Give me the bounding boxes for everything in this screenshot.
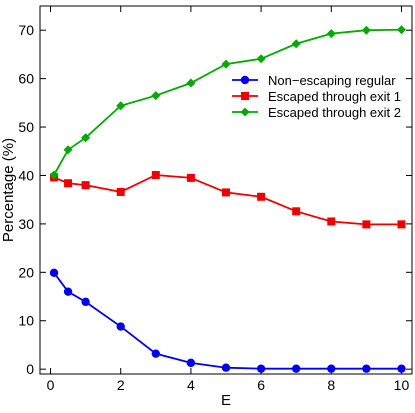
y-tick-label: 60 — [18, 71, 34, 87]
data-point — [151, 349, 161, 358]
x-axis-label: E — [221, 392, 231, 409]
legend-entry: Escaped through exit 1 — [232, 89, 401, 104]
data-point — [256, 364, 266, 373]
y-tick-label: 30 — [18, 216, 34, 232]
legend-marker — [241, 92, 249, 100]
data-point — [362, 364, 371, 373]
x-tick-label: 2 — [117, 377, 125, 393]
y-tick-label: 20 — [18, 264, 34, 280]
y-tick-label: 10 — [18, 313, 34, 329]
data-point — [151, 170, 160, 179]
y-tick-label: 40 — [18, 167, 34, 183]
legend-marker — [240, 107, 250, 117]
data-point — [186, 358, 196, 368]
data-point — [49, 170, 59, 180]
series-line — [53, 28, 402, 176]
data-point — [63, 287, 73, 296]
x-tick-label: 6 — [257, 377, 265, 393]
x-tick-label: 4 — [187, 377, 195, 393]
data-point — [362, 220, 371, 229]
data-point — [292, 207, 301, 216]
legend-entry: Escaped through exit 2 — [232, 105, 401, 120]
data-point — [327, 217, 336, 226]
legend-label: Escaped through exit 1 — [268, 89, 401, 104]
x-tick-label: 8 — [327, 377, 335, 393]
legend-entry: Non−escaping regular — [232, 73, 396, 88]
series-2 — [50, 170, 406, 229]
legend-marker — [240, 75, 250, 85]
data-point — [81, 181, 90, 190]
data-point — [257, 192, 266, 201]
axis-ticks: 0 2 4 6 8 10 0 10 20 30 40 50 60 70 — [18, 6, 412, 393]
data-point — [116, 187, 125, 196]
legend-label: Escaped through exit 2 — [268, 105, 401, 120]
data-point — [186, 78, 196, 88]
plot-frame — [39, 5, 413, 375]
y-tick-label: 50 — [18, 119, 34, 135]
data-point — [116, 101, 126, 111]
data-point — [63, 145, 73, 155]
data-point — [397, 220, 406, 229]
data-point — [186, 173, 195, 182]
data-point — [327, 364, 336, 373]
x-tick-label: 0 — [47, 377, 55, 393]
series-3 — [49, 25, 406, 180]
data-point — [64, 179, 73, 188]
series-line — [53, 174, 402, 226]
y-tick-label: 0 — [26, 361, 34, 377]
data-point — [291, 364, 301, 373]
x-tick-label: 10 — [394, 377, 410, 393]
data-point — [256, 54, 266, 64]
data-point — [361, 25, 371, 35]
data-point — [81, 133, 91, 143]
data-point — [49, 268, 59, 277]
data-point — [326, 29, 336, 39]
data-point — [222, 188, 230, 197]
data-point — [116, 322, 125, 331]
series-1 — [49, 268, 406, 373]
data-point — [396, 25, 406, 35]
series-layer — [49, 25, 406, 373]
y-tick-label: 70 — [18, 22, 34, 38]
data-point — [291, 39, 301, 49]
data-point — [221, 363, 231, 372]
y-axis-label: Percentage (%) — [0, 138, 17, 242]
series-line — [53, 272, 402, 370]
data-point — [81, 297, 90, 307]
data-point — [397, 364, 406, 373]
legend-label: Non−escaping regular — [268, 73, 396, 88]
data-point — [151, 91, 161, 101]
data-point — [221, 59, 231, 69]
